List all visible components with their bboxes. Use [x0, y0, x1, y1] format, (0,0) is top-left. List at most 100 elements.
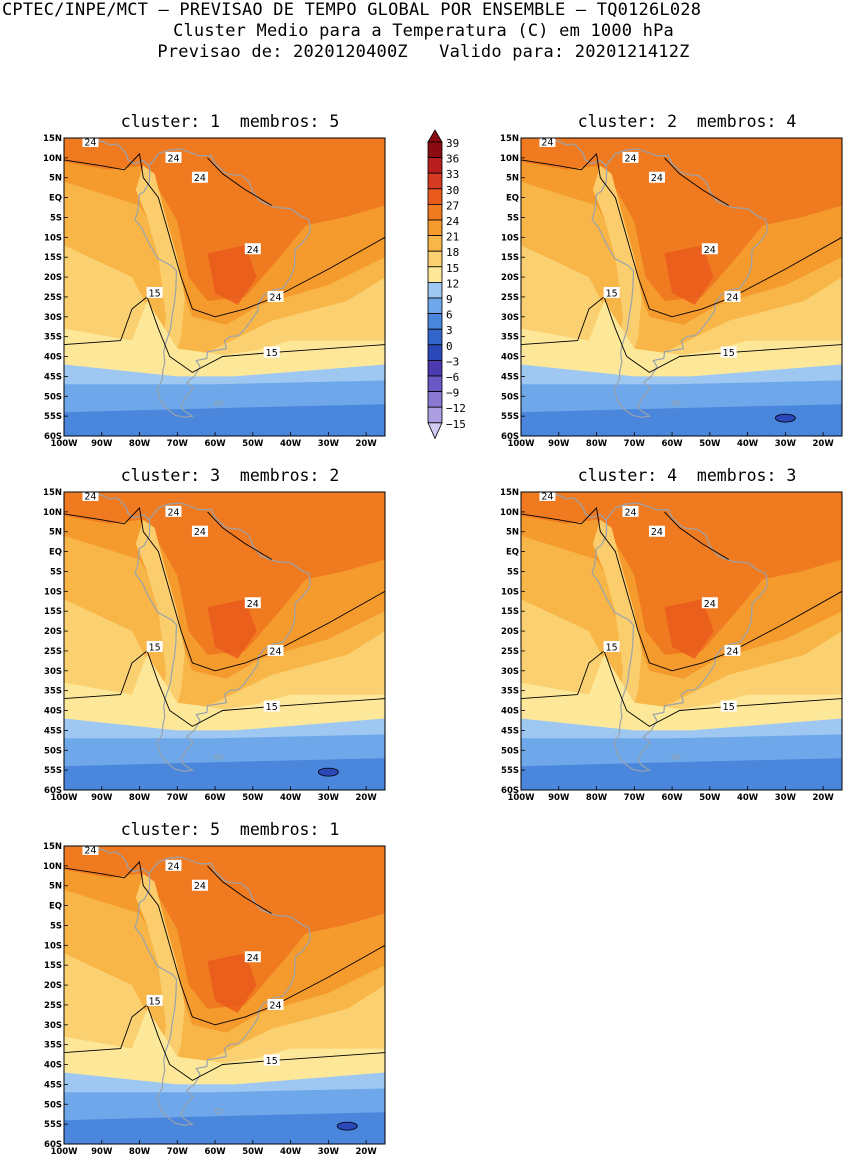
lon-label: 100W: [50, 439, 78, 449]
lon-label: 80W: [586, 793, 608, 803]
coastline: [591, 148, 768, 418]
header-title-line1: CPTEC/INPE/MCT — PREVISAO DE TEMPO GLOBA…: [2, 0, 702, 20]
lat-label: 15S: [44, 253, 62, 263]
colorbar-label: −6: [446, 371, 459, 384]
map-frame: [63, 845, 386, 1145]
lat-label: 55S: [44, 412, 62, 422]
contour-24-north: [207, 511, 272, 560]
band-30: [207, 245, 257, 305]
lat-label: 5S: [507, 567, 519, 577]
map-frame: [520, 491, 843, 791]
contour-label: 15: [266, 702, 278, 713]
lat-label: 35S: [44, 333, 62, 343]
lat-label: 15S: [501, 253, 519, 263]
contour-label: 24: [704, 245, 716, 256]
contour-label-box: [648, 171, 665, 183]
lat-label: 5N: [49, 882, 62, 892]
lat-label: 25S: [44, 647, 62, 657]
coastline: [134, 148, 311, 418]
lon-label: 100W: [507, 439, 535, 449]
lat-label: 35S: [501, 687, 519, 697]
lat-label: 5N: [49, 528, 62, 538]
colorbar-segment: [427, 157, 443, 174]
falkland-islands: [214, 400, 224, 406]
lat-label: 25S: [44, 293, 62, 303]
contour-label: 24: [84, 845, 96, 856]
contour-label-box: [146, 286, 163, 298]
lat-label: 30S: [44, 667, 62, 677]
band-30: [207, 953, 257, 1013]
lat-label: 50S: [44, 392, 62, 402]
colorbar-label: 21: [446, 231, 459, 244]
lon-label: 80W: [129, 439, 151, 449]
andes-band: [135, 165, 185, 377]
band-30: [207, 599, 257, 659]
lat-label: 15S: [44, 961, 62, 971]
map-panel-cluster-5: cluster: 5 membros: 1 24 24 24 24 24 15 15 15N 10…: [40, 820, 420, 1165]
contour-15: [64, 1004, 385, 1081]
contour-label-box: [191, 525, 208, 537]
contour-label: 15: [723, 702, 735, 713]
lat-label: 10N: [43, 508, 62, 518]
lon-label: 60W: [204, 793, 226, 803]
colorbar-label: 3: [446, 324, 453, 337]
lat-label: 10S: [501, 233, 519, 243]
header-title-line3: Previsao de: 2020120400Z Valido para: 20…: [157, 42, 690, 62]
lat-label: 40S: [44, 353, 62, 363]
contour-label-box: [82, 843, 99, 855]
contour-label-box: [146, 994, 163, 1006]
colorbar-label: 18: [446, 246, 459, 259]
contour-label-box: [724, 290, 741, 302]
band-27: [64, 138, 385, 301]
lat-label: 60S: [501, 786, 519, 796]
lon-label: 20W: [356, 1147, 378, 1157]
andes-band: [592, 519, 642, 731]
map-panel-cluster-2: cluster: 2 membros: 4 24 24 24 24 24 15 15 15N 10…: [497, 112, 847, 457]
contour-label-box: [603, 286, 620, 298]
lat-label: 15S: [44, 607, 62, 617]
contour-label-box: [539, 489, 556, 501]
lat-label: 50S: [44, 746, 62, 756]
contour-label-box: [603, 640, 620, 652]
lat-label: 50S: [501, 392, 519, 402]
lat-label: 60S: [44, 432, 62, 442]
contour-label-box: [82, 489, 99, 501]
lon-label: 40W: [737, 439, 759, 449]
colorbar-segment: [427, 141, 443, 159]
lon-label: 50W: [242, 439, 264, 449]
colorbar-label: −12: [446, 402, 466, 415]
contour-label: 24: [541, 491, 553, 502]
lon-label: 30W: [775, 439, 797, 449]
contour-label: 24: [247, 245, 259, 256]
lat-label: 55S: [44, 766, 62, 776]
lon-label: 50W: [699, 439, 721, 449]
contour-label: 24: [541, 137, 553, 148]
contour-label-box: [267, 998, 284, 1010]
band-15: [521, 654, 842, 735]
colorbar-label: −15: [446, 418, 466, 431]
coastline: [134, 502, 311, 772]
lon-label: 70W: [167, 793, 189, 803]
temperature-map: 24 24 24 24 24 15 15 15N 10N 5N EQ 5S 10S 15S 20S 25S 30…: [43, 134, 386, 449]
lat-label: 10N: [43, 154, 62, 164]
lat-label: 10S: [44, 941, 62, 951]
lon-label: 70W: [167, 439, 189, 449]
panel-title: cluster: 3 membros: 2: [120, 466, 340, 485]
falkland-islands: [671, 400, 681, 406]
coastline: [134, 856, 311, 1126]
lat-label: 50S: [44, 1100, 62, 1110]
lat-label: 45S: [501, 726, 519, 736]
cold-pocket: [336, 1121, 358, 1131]
cold-pocket: [317, 767, 339, 777]
contour-label-box: [622, 505, 639, 517]
contour-label-box: [244, 243, 261, 255]
lat-label: 55S: [501, 766, 519, 776]
band-15: [64, 300, 385, 381]
band-15: [521, 300, 842, 381]
lat-label: 5N: [49, 174, 62, 184]
lat-label: 5N: [506, 528, 519, 538]
lat-label: 20S: [44, 273, 62, 283]
band-6: [521, 404, 842, 436]
lat-label: 10N: [43, 862, 62, 872]
andes-band: [135, 873, 185, 1085]
